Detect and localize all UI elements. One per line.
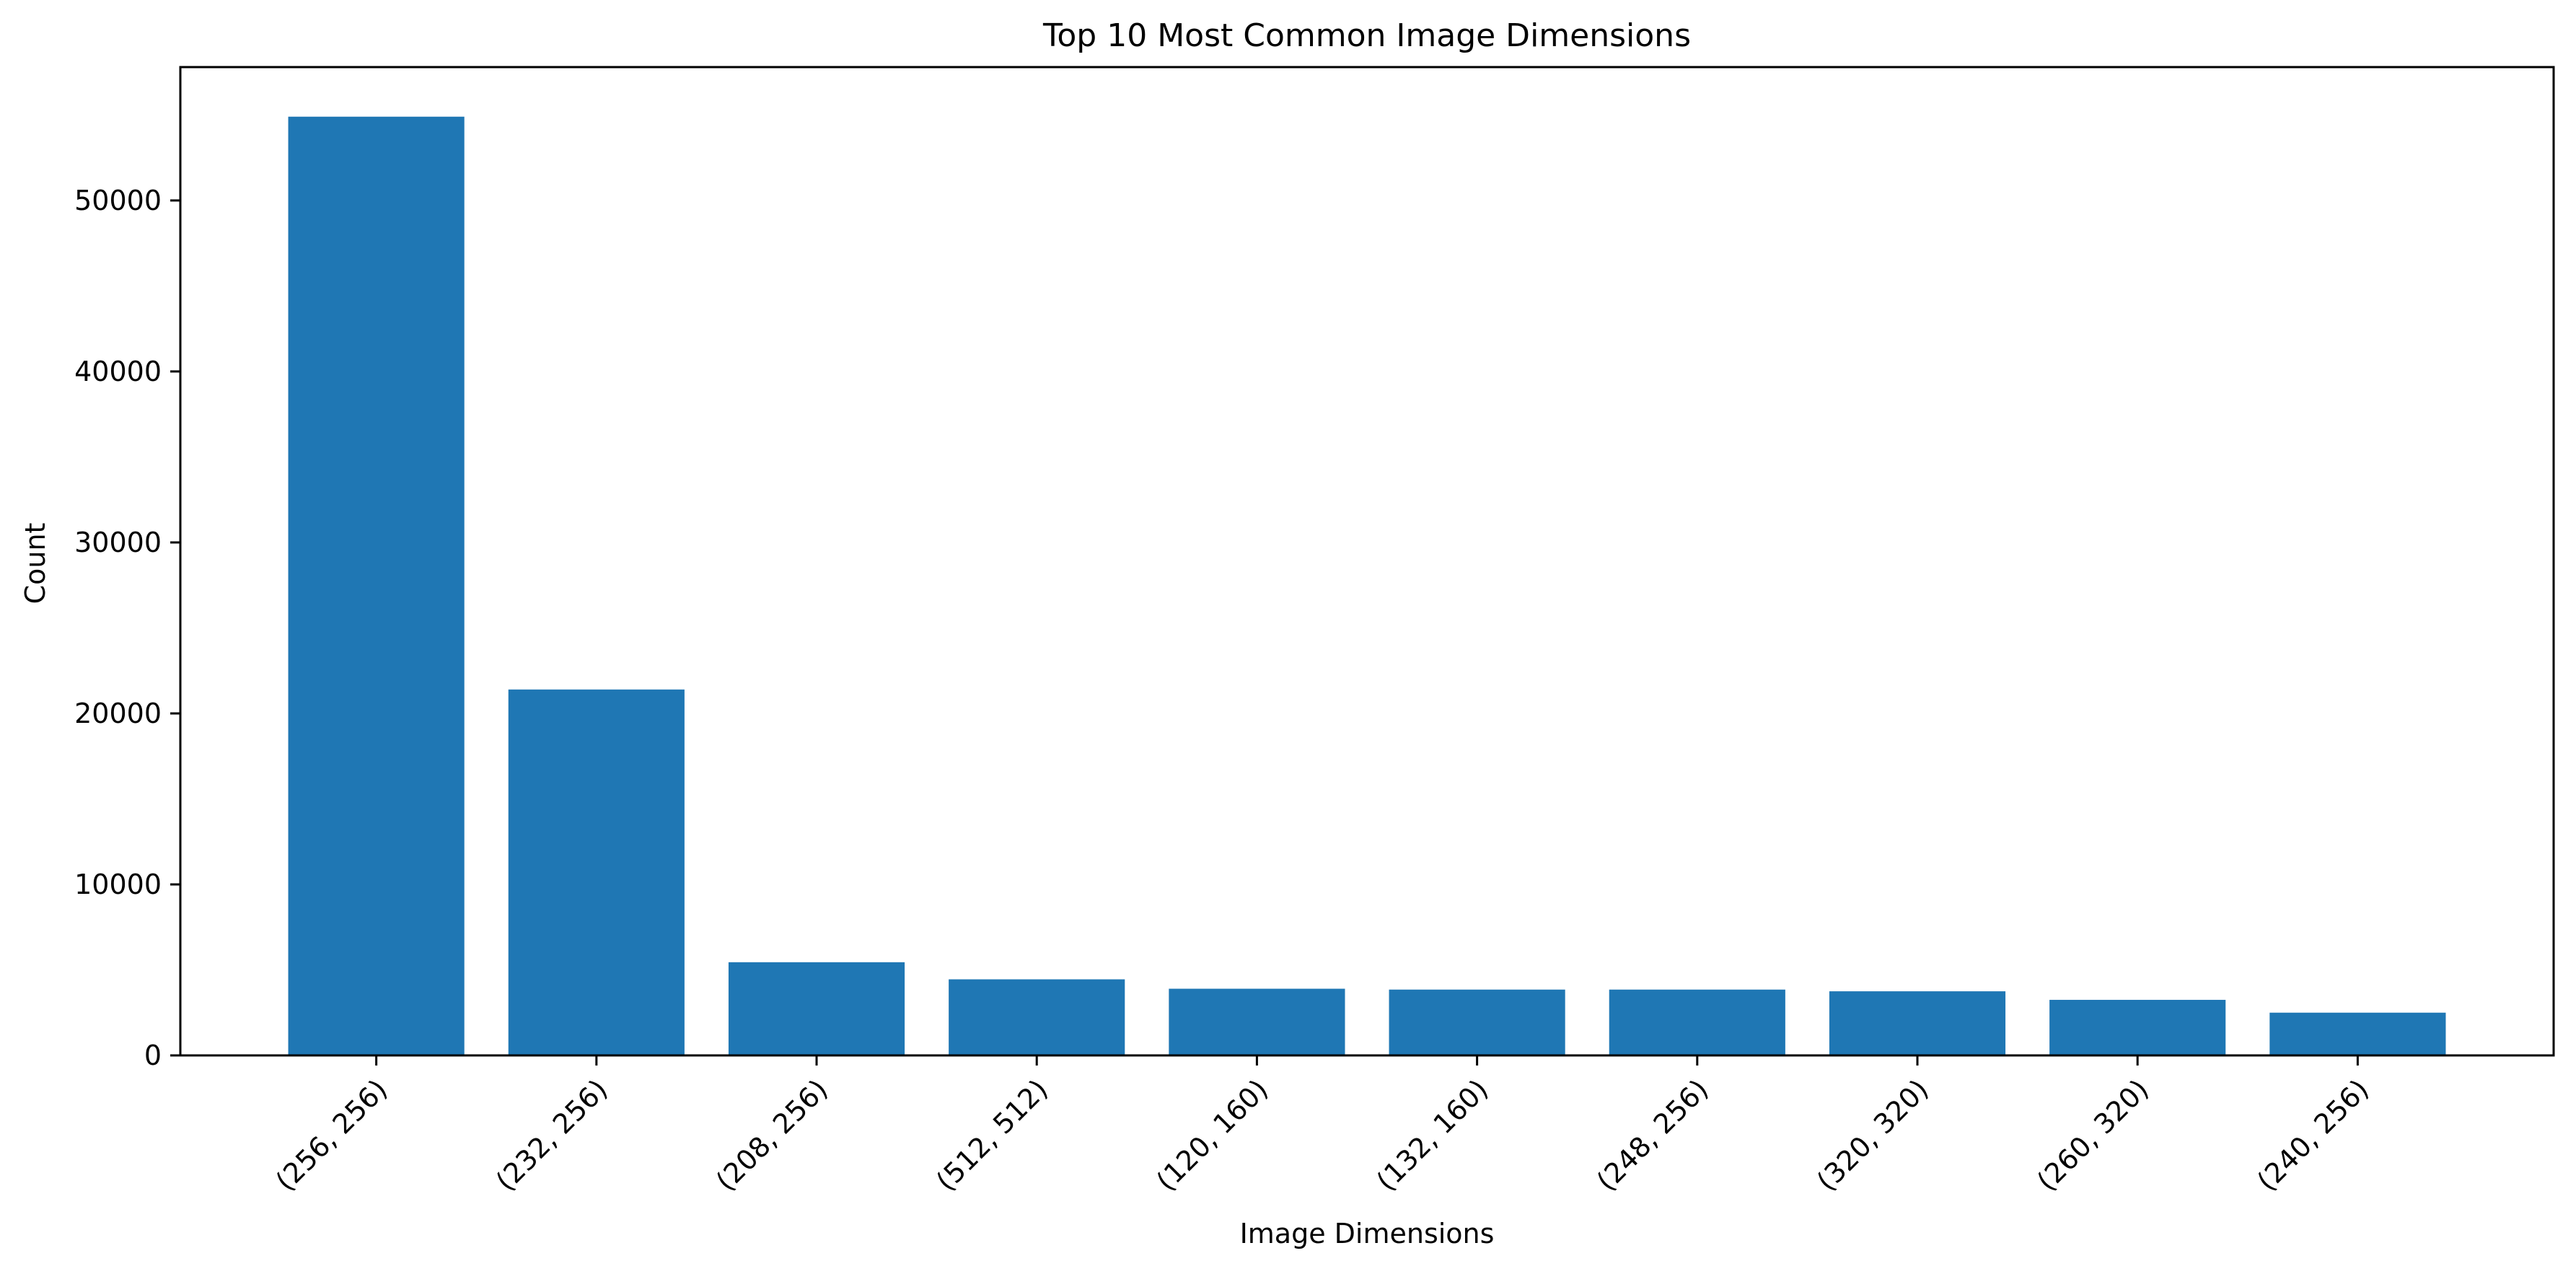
bars-layer — [288, 116, 2446, 1055]
bar-7 — [1829, 991, 2006, 1055]
bar-2 — [728, 962, 905, 1055]
y-tick-label: 0 — [144, 1040, 162, 1071]
bar-1 — [508, 689, 685, 1055]
x-tick-label: (260, 320) — [2031, 1073, 2155, 1198]
x-axis-label: Image Dimensions — [1240, 1218, 1495, 1249]
x-tick-label: (132, 160) — [1371, 1073, 1495, 1198]
x-tick-label: (248, 256) — [1591, 1073, 1715, 1198]
x-tick-label: (208, 256) — [710, 1073, 834, 1198]
y-tick-label: 50000 — [74, 185, 162, 216]
chart-title: Top 10 Most Common Image Dimensions — [1042, 17, 1691, 54]
bar-4 — [1169, 988, 1345, 1055]
y-axis-label: Count — [19, 523, 51, 605]
x-tick-label: (256, 256) — [270, 1073, 394, 1198]
x-axis-ticks: (256, 256) (232, 256) (208, 256) (512, 512)… — [270, 1055, 2375, 1197]
x-tick-label: (120, 160) — [1150, 1073, 1274, 1198]
y-tick-label: 30000 — [74, 527, 162, 558]
bar-9 — [2269, 1012, 2446, 1055]
y-tick-label: 20000 — [74, 698, 162, 729]
bar-0 — [288, 116, 465, 1055]
x-tick-label: (240, 256) — [2251, 1073, 2375, 1198]
bar-3 — [949, 979, 1125, 1055]
y-tick-label: 10000 — [74, 869, 162, 900]
bar-5 — [1389, 989, 1565, 1055]
plot-area-frame — [179, 66, 2555, 1057]
y-tick-label: 40000 — [74, 356, 162, 387]
bar-6 — [1609, 989, 1785, 1055]
bar-8 — [2049, 999, 2226, 1055]
x-tick-label: (512, 512) — [930, 1073, 1054, 1198]
x-tick-label: (232, 256) — [490, 1073, 614, 1198]
y-axis-ticks: 0 10000 20000 30000 40000 50000 — [74, 185, 180, 1071]
x-tick-label: (320, 320) — [1811, 1073, 1935, 1198]
